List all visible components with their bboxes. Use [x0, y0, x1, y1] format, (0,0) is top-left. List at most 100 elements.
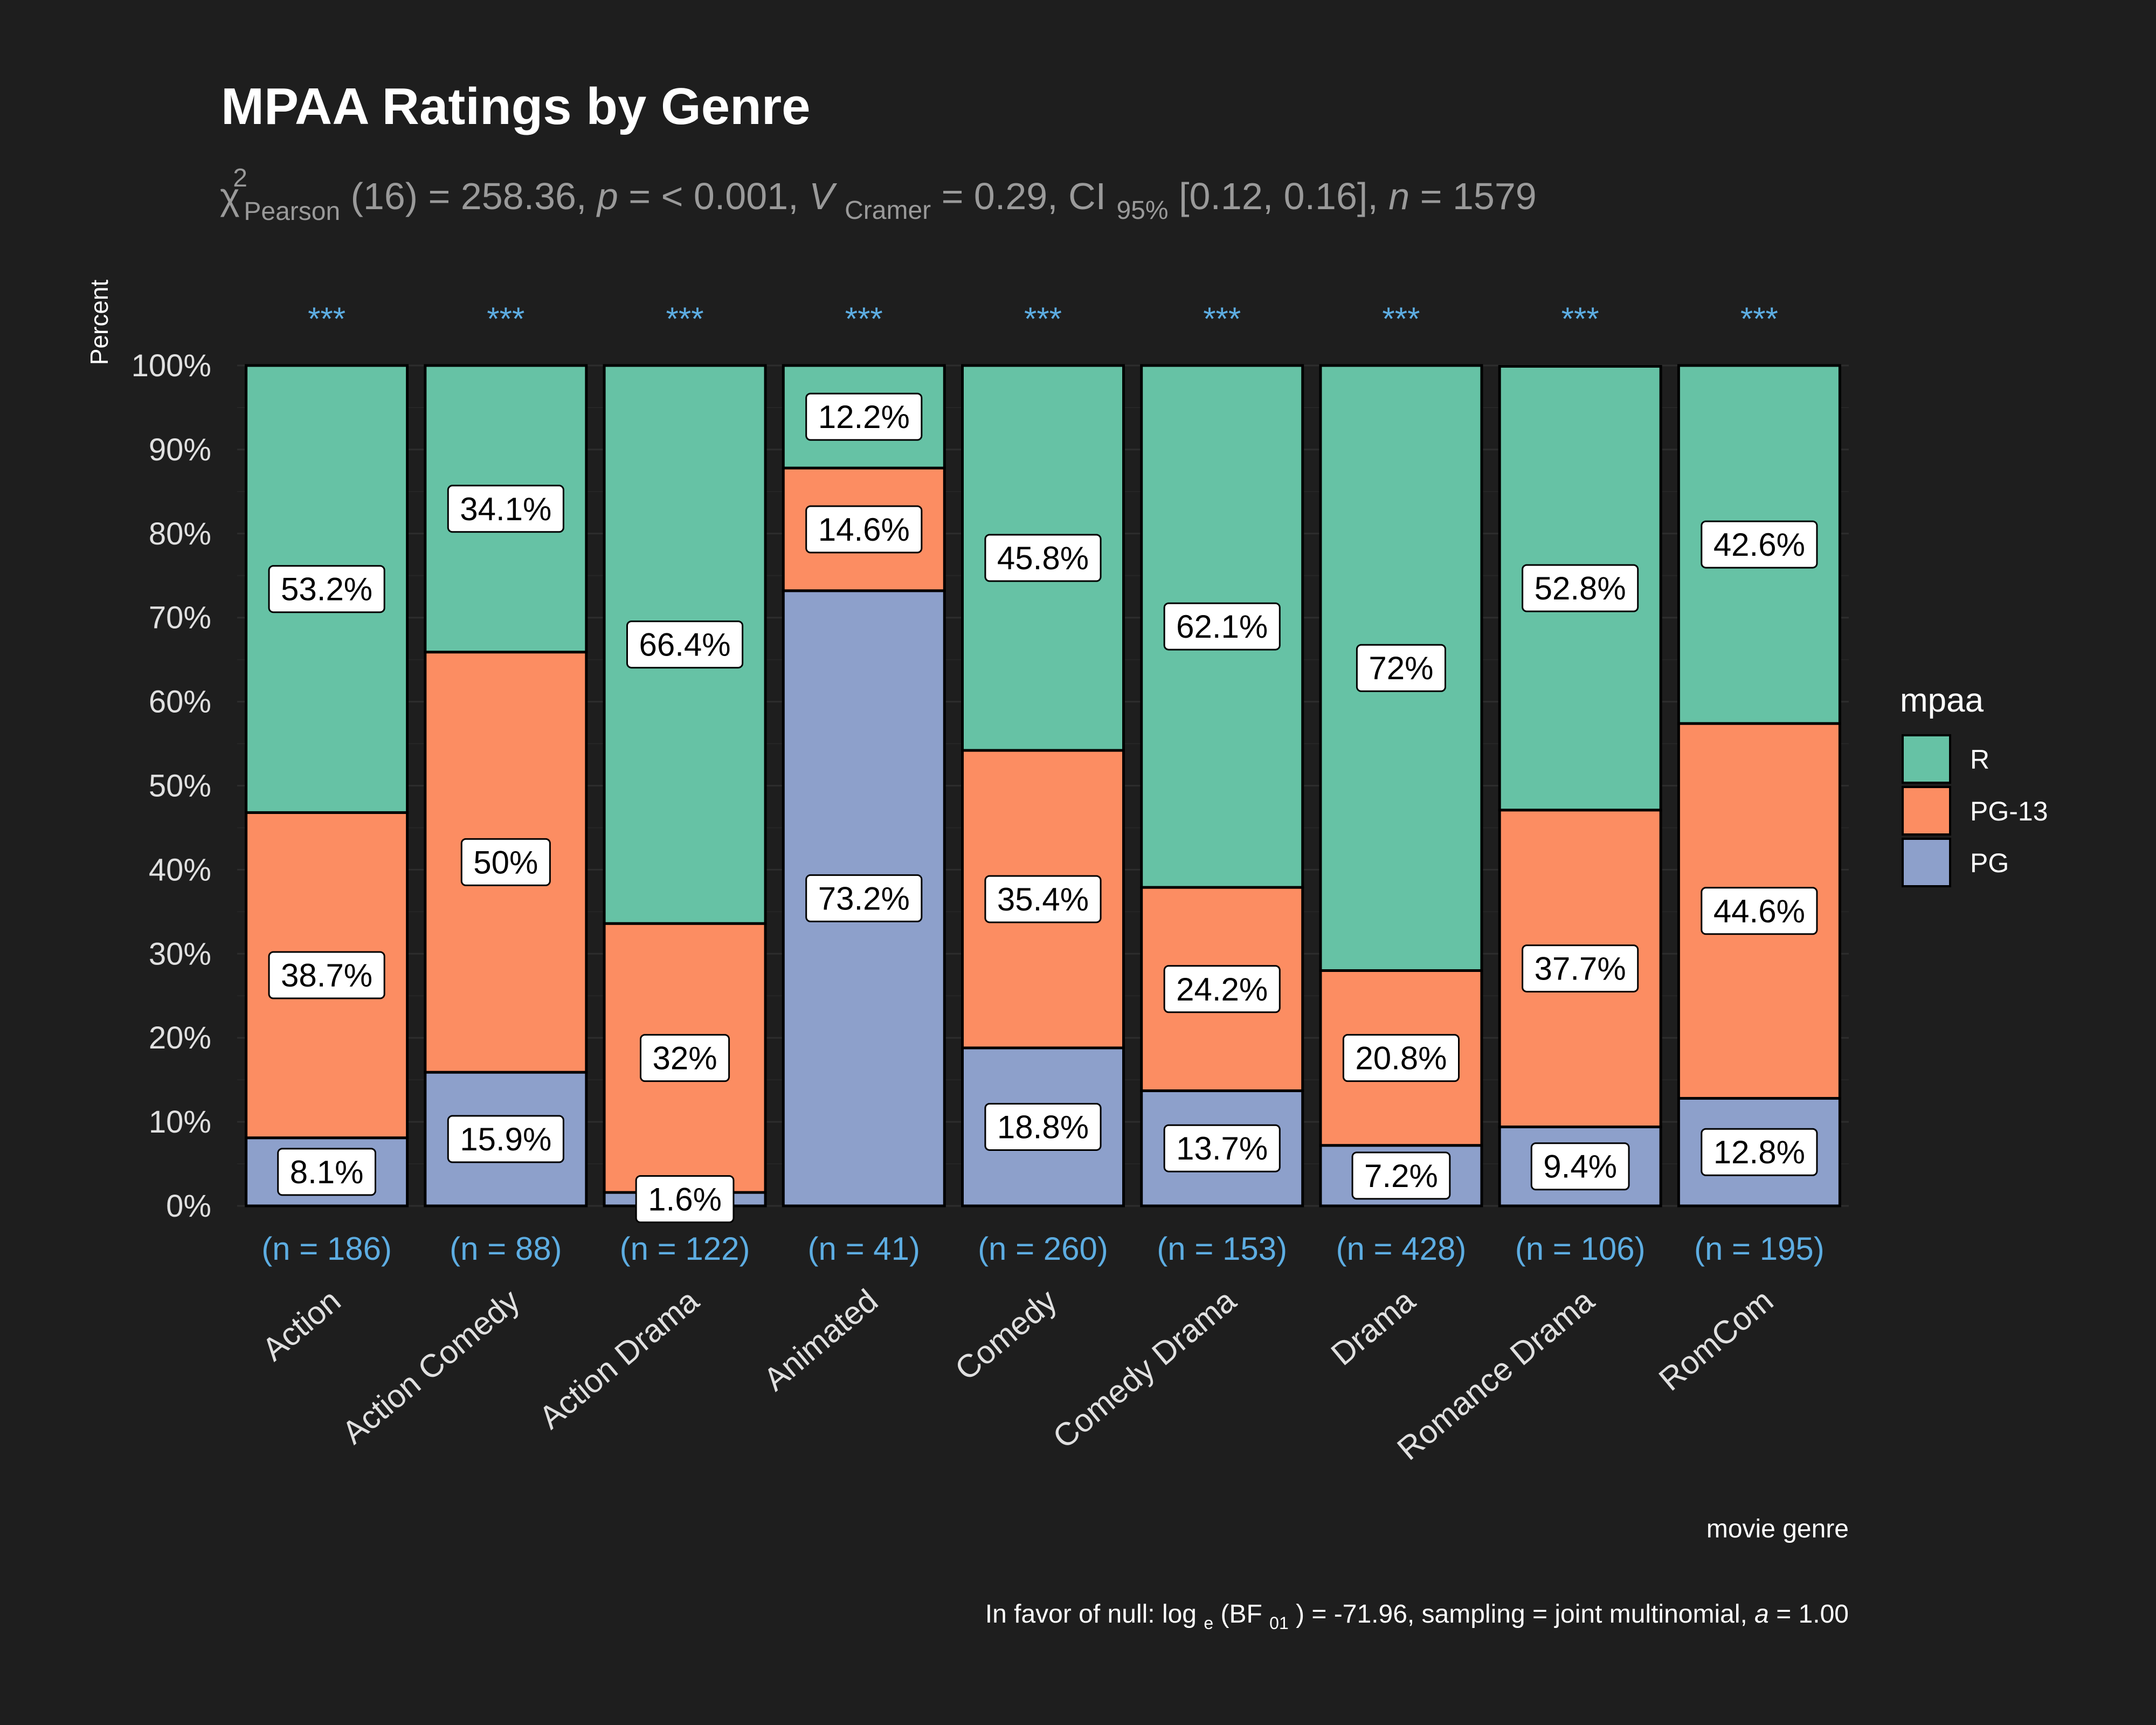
count-label: (n = 41) [808, 1231, 920, 1267]
caption-a-label: a [1754, 1600, 1769, 1629]
caption-bf-sub: 01 [1269, 1613, 1289, 1633]
subtitle-chi-sub: Pearson [244, 197, 340, 226]
legend-title: mpaa [1900, 682, 1984, 719]
significance-label: *** [845, 301, 883, 337]
data-label: 24.2% [1163, 965, 1281, 1013]
x-tick-label: Comedy Drama [1046, 1282, 1243, 1455]
data-label-box [1351, 1151, 1451, 1200]
data-label: 53.2% [268, 565, 385, 613]
count-label: (n = 195) [1694, 1231, 1825, 1267]
data-labels: 8.1% 38.7% 53.2% 15.9% 50% 34.1% 1.6% 32% 66.4% 7… [268, 392, 1818, 1224]
caption-bf: (BF [1220, 1600, 1262, 1629]
chart-title: MPAA Ratings by Genre [221, 78, 811, 135]
y-tick-label: 70% [149, 601, 211, 636]
data-label-text: 52.8% [1535, 570, 1626, 606]
y-axis-label: Percent [85, 280, 113, 365]
data-label-box [1522, 564, 1639, 612]
data-label-box [1701, 887, 1818, 935]
data-label: 12.2% [805, 392, 923, 441]
legend-label: PG-13 [1970, 796, 2048, 826]
subtitle-p-label: p [596, 175, 618, 217]
data-label: 52.8% [1522, 564, 1639, 612]
data-label-box [635, 1175, 735, 1224]
data-label: 20.8% [1342, 1034, 1460, 1082]
y-tick-label: 30% [149, 936, 211, 971]
legend: mpaa R PG-13 PG [1900, 682, 2048, 887]
data-label: 62.1% [1163, 602, 1281, 651]
data-label-box [1530, 1142, 1630, 1191]
data-label-box [626, 620, 744, 669]
subtitle-ci-sub: 95% [1117, 196, 1169, 225]
data-label-text: 14.6% [818, 512, 910, 548]
x-tick-label: Romance Drama [1391, 1282, 1601, 1467]
subtitle-v-label: V [809, 175, 838, 217]
data-label-text: 37.7% [1535, 951, 1626, 987]
data-label: 44.6% [1701, 887, 1818, 935]
data-label-box [640, 1034, 730, 1082]
data-label-text: 62.1% [1176, 609, 1268, 645]
data-label-box [1701, 520, 1818, 569]
data-label-box [805, 874, 923, 922]
data-label-box [268, 565, 385, 613]
legend-swatch-pg-13 [1902, 786, 1951, 836]
data-label: 34.1% [447, 485, 564, 533]
data-label: 7.2% [1351, 1151, 1451, 1200]
data-label-box [277, 1148, 376, 1196]
data-label-text: 9.4% [1543, 1149, 1617, 1185]
data-label-text: 1.6% [648, 1182, 722, 1218]
data-label: 73.2% [805, 874, 923, 922]
significance-label: *** [1740, 301, 1778, 337]
data-label-text: 44.6% [1713, 893, 1805, 929]
data-label-text: 12.2% [818, 399, 910, 435]
data-label: 32% [640, 1034, 730, 1082]
data-label-text: 66.4% [639, 627, 730, 663]
data-label: 12.8% [1701, 1128, 1818, 1176]
significance-annotations: *** *** *** *** *** *** *** *** *** [308, 301, 1778, 337]
y-tick-label: 60% [149, 685, 211, 720]
x-tick-label: RomCom [1652, 1282, 1780, 1398]
data-label-text: 18.8% [997, 1109, 1089, 1145]
subtitle-n-label: n [1388, 175, 1409, 217]
data-label-text: 45.8% [997, 540, 1089, 576]
y-axis-ticks: 0% 10% 20% 30% 40% 50% 60% 70% 80% 90% 100% [132, 348, 211, 1224]
data-label-box [1163, 1124, 1281, 1172]
data-label: 18.8% [984, 1102, 1102, 1151]
y-tick-label: 10% [149, 1105, 211, 1140]
subtitle-v-sub: Cramer [845, 196, 931, 225]
data-label: 66.4% [626, 620, 744, 669]
data-label: 38.7% [268, 951, 385, 999]
y-tick-label: 50% [149, 769, 211, 804]
subtitle-n-text: = 1579 [1420, 175, 1537, 217]
x-tick-label: Animated [757, 1282, 884, 1398]
caption-prefix: In favor of null: log [985, 1600, 1197, 1629]
y-tick-label: 100% [132, 348, 211, 383]
count-label: (n = 122) [620, 1231, 750, 1267]
legend-label: PG [1970, 848, 2009, 878]
y-tick-label: 20% [149, 1020, 211, 1055]
caption-log-sub: e [1204, 1613, 1213, 1633]
data-label-box [984, 875, 1102, 923]
subtitle-v-text: = 0.29, CI [942, 175, 1106, 217]
y-tick-label: 80% [149, 516, 211, 551]
subtitle-chi-sup: 2 [233, 164, 247, 192]
y-tick-label: 0% [166, 1189, 211, 1224]
caption-text: ) = -71.96, sampling = joint multinomial… [1296, 1600, 1754, 1629]
count-label: (n = 428) [1336, 1231, 1467, 1267]
data-label-box [268, 951, 385, 999]
data-label: 42.6% [1701, 520, 1818, 569]
data-label: 45.8% [984, 534, 1102, 582]
legend-label: R [1970, 744, 1989, 775]
data-label-text: 32% [653, 1040, 717, 1077]
data-label-box [1522, 944, 1639, 993]
data-label-box [447, 1115, 564, 1163]
data-label: 15.9% [447, 1115, 564, 1163]
data-label-text: 35.4% [997, 881, 1089, 917]
data-label: 50% [460, 838, 551, 886]
data-label-text: 8.1% [290, 1154, 364, 1190]
data-label: 37.7% [1522, 944, 1639, 993]
data-label-box [984, 1102, 1102, 1151]
data-label: 1.6% [635, 1175, 735, 1224]
data-label-text: 50% [473, 844, 538, 880]
